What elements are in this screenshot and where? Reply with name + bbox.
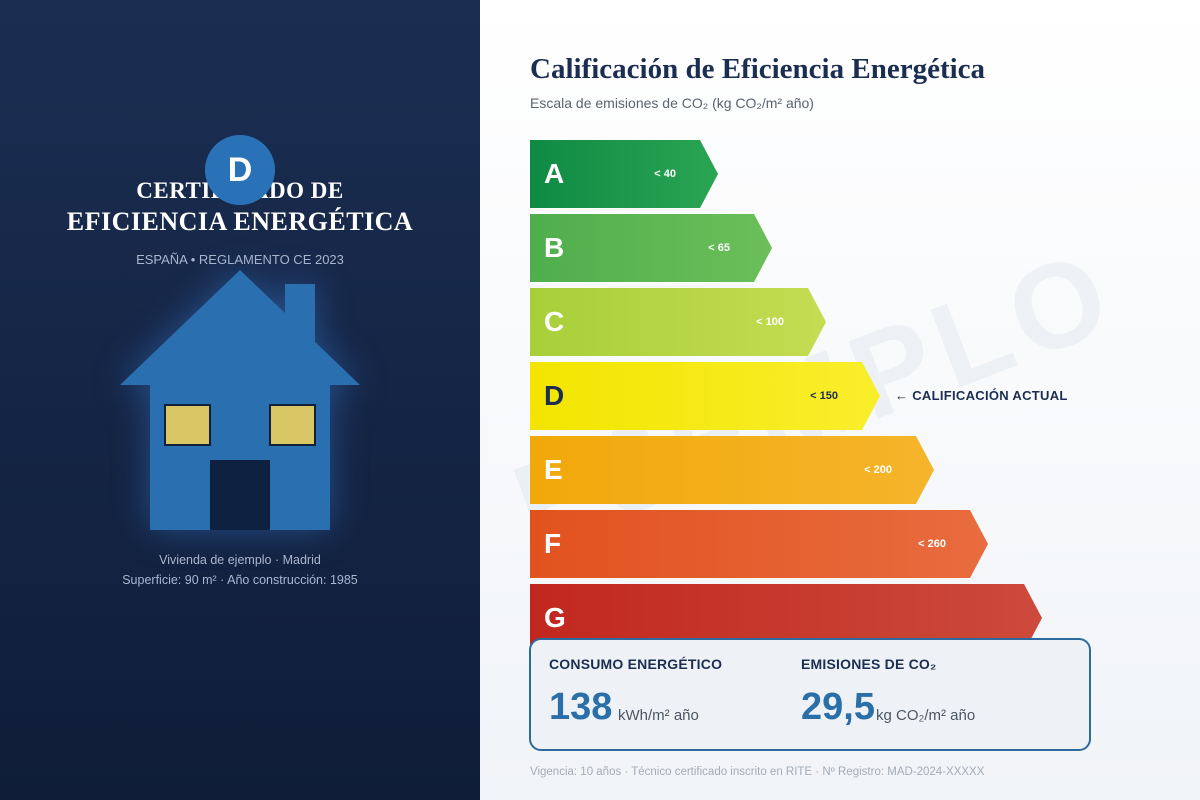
rating-limit-f: < 260 (918, 538, 946, 550)
property-location: Vivienda de ejemplo · Madrid (159, 553, 321, 567)
rating-letter-g: G (544, 602, 566, 633)
rating-letter-e: E (544, 454, 563, 485)
rating-letter-f: F (544, 528, 562, 559)
rating-limit-a: < 40 (654, 168, 676, 180)
rating-bar-b: B < 65 (530, 214, 772, 282)
certificate-subtitle: ESPAÑA • REGLAMENTO CE 2023 (136, 252, 344, 267)
rating-letter-c: C (544, 306, 565, 337)
rating-bar-e: E < 200 (530, 436, 934, 504)
house-window-left (164, 404, 211, 446)
energy-consumption-value: 138 (549, 686, 613, 728)
energy-consumption-unit: kWh/m² año (618, 707, 699, 724)
stats-box: CONSUMO ENERGÉTICO 138 kWh/m² año EMISIO… (529, 638, 1091, 751)
rating-limit-b: < 65 (708, 242, 730, 254)
co2-emissions-label: EMISIONES DE CO₂ (801, 656, 937, 672)
certificate-title-line2: EFICIENCIA ENERGÉTICA (66, 207, 414, 236)
rating-limit-c: < 100 (756, 316, 784, 328)
house-icon (120, 270, 360, 530)
house-window-right (269, 404, 316, 446)
property-details: Superficie: 90 m² · Año construcción: 19… (122, 573, 358, 587)
rating-letter-d: D (544, 380, 565, 411)
rating-bar-f: F < 260 (530, 510, 988, 578)
rating-letter-a: A (544, 158, 565, 189)
co2-emissions-unit: kg CO₂/m² año (876, 707, 976, 724)
energy-consumption-label: CONSUMO ENERGÉTICO (549, 656, 723, 672)
house-door (210, 460, 270, 530)
footer-note: Vigencia: 10 años · Técnico certificado … (530, 766, 985, 778)
certificate-panel: CERTIFICADO DE EFICIENCIA ENERGÉTICA D E… (0, 0, 480, 800)
rating-panel: EJEMPLO Calificación de Eficiencia Energ… (480, 0, 1200, 800)
rating-limit-d: < 150 (810, 390, 838, 402)
rating-letter-b: B (544, 232, 565, 263)
page-title: Calificación de Eficiencia Energética (530, 53, 986, 85)
rating-bar-a: A < 40 (530, 140, 718, 208)
rating-bar-c: C < 100 (530, 288, 826, 356)
rating-badge: D (205, 135, 275, 205)
rating-bar-d: D < 150 (530, 362, 880, 430)
house-roof (120, 270, 360, 385)
scale-subtitle: Escala de emisiones de CO₂ (kg CO₂/m² añ… (530, 95, 814, 111)
co2-emissions-value: 29,5 (801, 686, 875, 728)
current-rating-label: ← CALIFICACIÓN ACTUAL (895, 388, 1068, 403)
rating-limit-e: < 200 (864, 464, 892, 476)
